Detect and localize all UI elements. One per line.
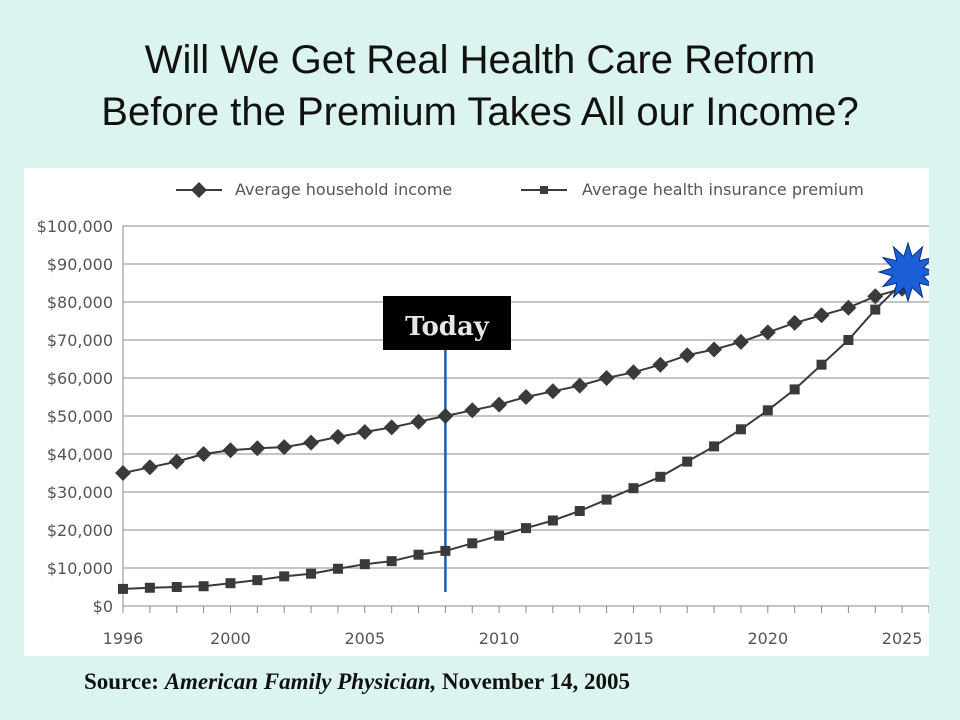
premium-point (225, 578, 236, 589)
legend-marker-diamond (191, 182, 207, 198)
income-point (168, 453, 185, 470)
income-series-line (122, 287, 903, 474)
premium-point (628, 483, 639, 494)
today-label-box (383, 296, 511, 350)
legend-marker-square (540, 186, 548, 194)
premium-point (870, 304, 881, 315)
income-point (303, 434, 320, 451)
premium-point (547, 515, 558, 526)
premium-point (762, 405, 773, 416)
y-tick-label: $90,000 (47, 255, 113, 274)
legend-label-premium: Average health insurance premium (582, 180, 864, 199)
source-prefix: Source: (84, 669, 159, 694)
premium-point (332, 563, 343, 574)
premium-point (709, 441, 720, 452)
premium-point (494, 530, 505, 541)
income-point (679, 347, 696, 364)
x-tick-label: 2005 (344, 629, 385, 648)
premium-point (171, 582, 182, 592)
premium-point (413, 549, 424, 560)
y-tick-label: $60,000 (47, 369, 113, 388)
premium-series-line (122, 282, 903, 590)
premium-point (359, 559, 370, 570)
today-label: Today (405, 312, 490, 342)
income-point (356, 423, 373, 440)
income-point (464, 402, 481, 419)
title-line-2: Before the Premium Takes All our Income? (101, 90, 859, 134)
premium-point (144, 582, 155, 593)
income-point (329, 428, 346, 445)
premium-point (735, 424, 746, 435)
income-point (867, 288, 884, 305)
income-point (732, 333, 749, 350)
premium-point (789, 384, 800, 395)
slide-title: Will We Get Real Health Care Reform Befo… (0, 34, 960, 138)
premium-point (386, 556, 397, 567)
income-point (706, 341, 723, 358)
premium-point (467, 538, 478, 549)
x-tick-label: 2025 (882, 629, 923, 648)
income-point (840, 299, 857, 316)
source-date: November 14, 2005 (441, 669, 631, 694)
x-tick-label: 2010 (479, 629, 520, 648)
income-point (625, 364, 642, 381)
income-point (141, 459, 158, 476)
x-tick-label: 1996 (103, 629, 144, 648)
income-point (544, 383, 561, 400)
premium-point (118, 583, 128, 594)
source-journal: American Family Physician, (164, 669, 437, 694)
income-point (249, 440, 266, 457)
income-point (571, 377, 588, 394)
premium-point (440, 545, 451, 556)
premium-point (843, 335, 854, 345)
income-point (518, 389, 534, 405)
income-point (195, 446, 212, 462)
premium-point (252, 575, 263, 586)
title-line-1: Will We Get Real Health Care Reform (144, 38, 816, 82)
y-tick-label: $70,000 (47, 331, 113, 350)
x-tick-label: 2000 (210, 629, 251, 648)
chart-panel: $0 $10,000 $20,000 $30,000 $40,000 $50,000 $60… (24, 168, 939, 656)
legend-label-income: Average household income (235, 180, 452, 199)
y-tick-label: $80,000 (47, 293, 113, 312)
y-tick-label: $100,000 (37, 217, 113, 236)
income-point (759, 324, 776, 341)
y-tick-label: $10,000 (47, 559, 113, 578)
premium-point (574, 506, 585, 516)
premium-point (279, 571, 290, 582)
y-tick-label: $40,000 (47, 445, 113, 464)
income-point (410, 413, 427, 430)
premium-point (521, 523, 531, 534)
y-tick-label: $0 (93, 597, 113, 616)
income-point (276, 439, 293, 456)
line-chart: $0 $10,000 $20,000 $30,000 $40,000 $50,000 $60… (37, 180, 939, 648)
x-tick-label: 2020 (747, 629, 788, 648)
income-point (115, 465, 131, 481)
premium-point (682, 456, 693, 467)
premium-point (816, 359, 827, 370)
income-point (437, 408, 454, 424)
income-point (383, 419, 400, 436)
y-tick-label: $50,000 (47, 407, 113, 426)
income-point (813, 307, 830, 324)
premium-point (601, 494, 612, 505)
y-tick-label: $30,000 (47, 483, 113, 502)
premium-point (306, 568, 317, 579)
income-point (652, 356, 669, 373)
y-tick-label: $20,000 (47, 521, 113, 540)
x-tick-label: 2015 (613, 629, 654, 648)
income-point (491, 396, 508, 413)
source-citation: Source: American Family Physician, Novem… (84, 669, 630, 695)
premium-point (198, 581, 209, 592)
income-point (786, 314, 803, 331)
income-point (598, 370, 615, 386)
income-point (222, 442, 239, 459)
premium-point (655, 471, 666, 482)
